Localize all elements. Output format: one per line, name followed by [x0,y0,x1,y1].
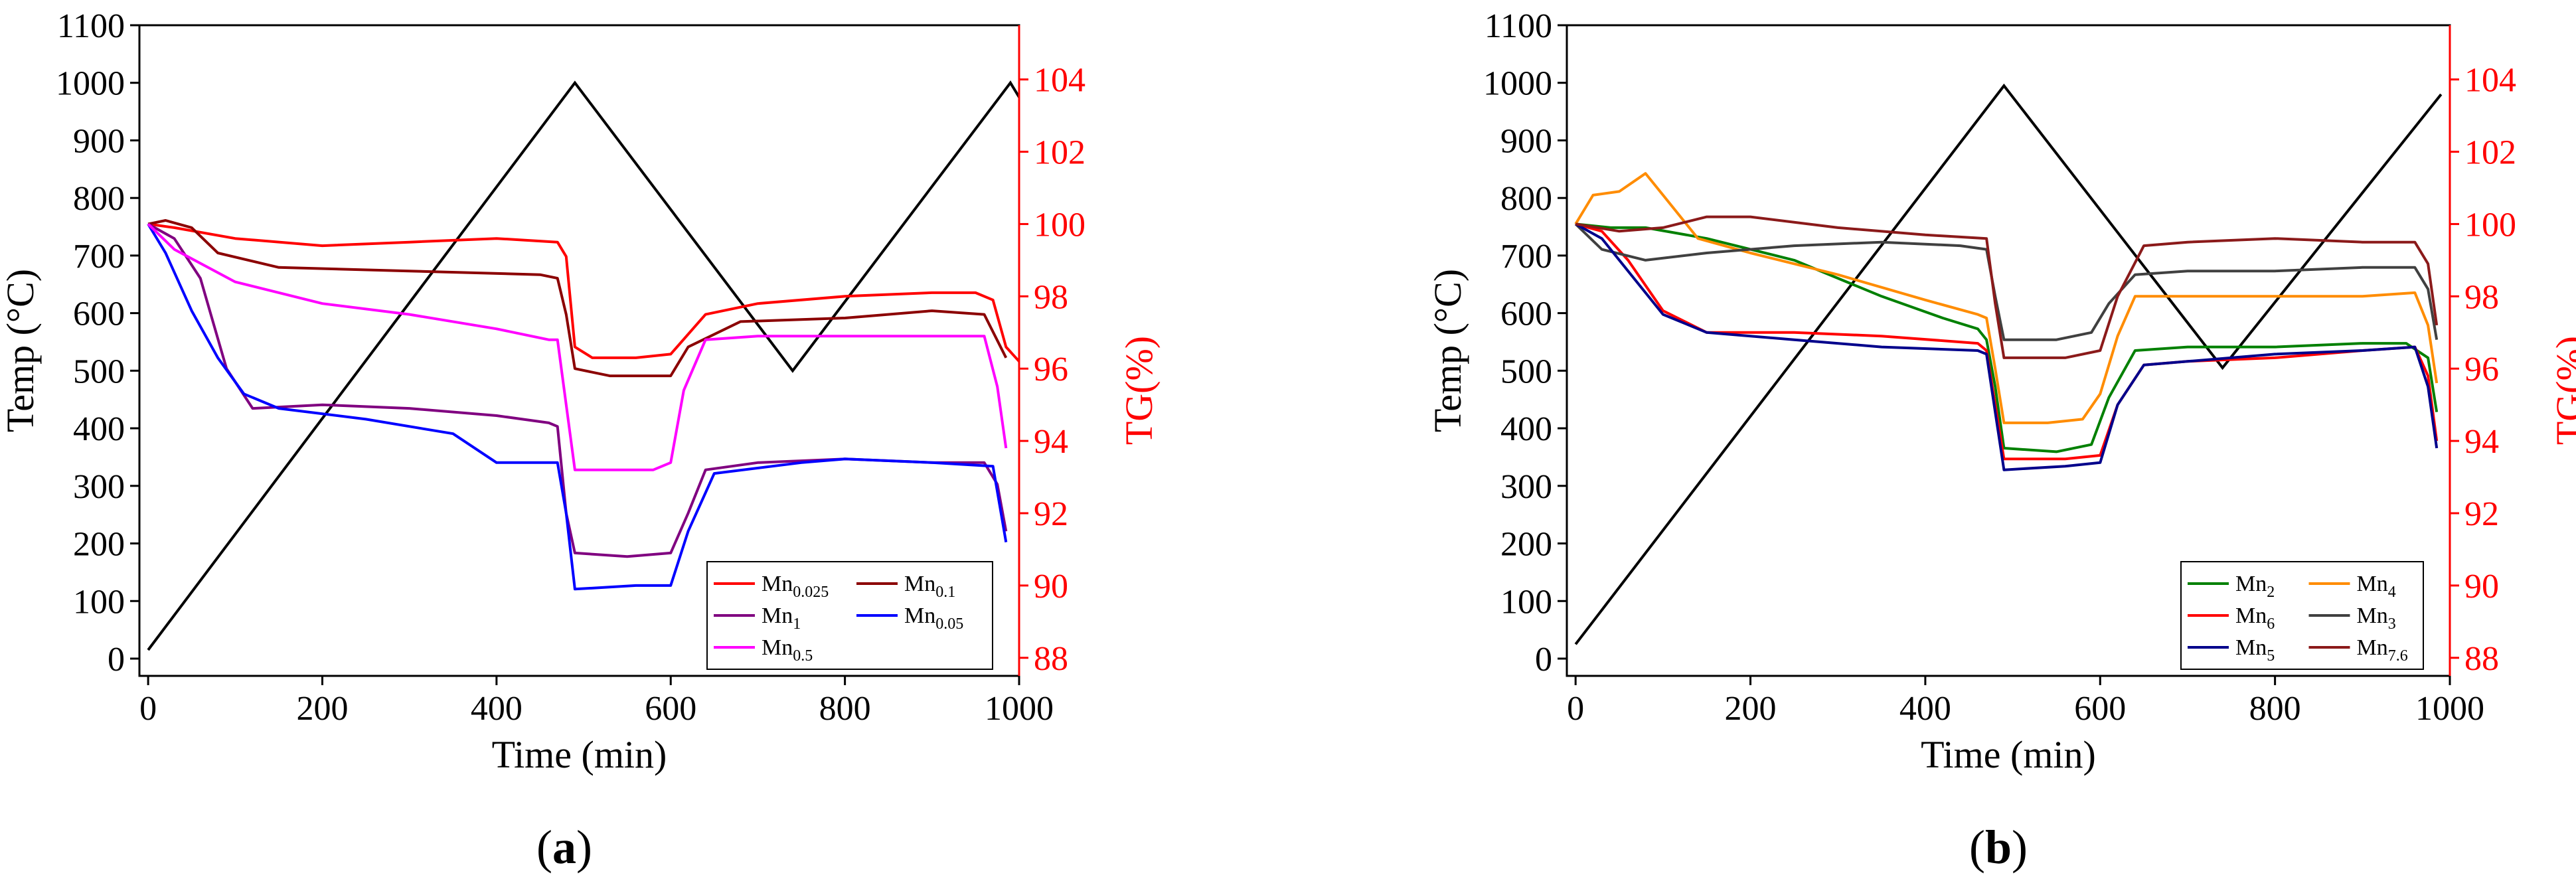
legend-label: Mn7.6 [2357,635,2408,665]
y-right-tick-label: 104 [1034,62,1086,100]
y-right-tick-label: 96 [1034,351,1068,388]
panel-a-letter: a [552,821,576,874]
series-line-mn4 [1574,172,2439,424]
x-tick-label: 600 [2074,690,2126,728]
y-left-tick-label: 600 [1500,295,1552,333]
y-left-tick-label: 700 [73,238,125,276]
y-left-tick-label: 200 [1500,526,1552,564]
series-line-mn0-05 [147,223,1008,591]
y-left-tick-label: 1000 [1483,65,1552,103]
y-right-tick-label: 104 [2464,62,2516,100]
y-right-tick-label: 94 [2464,423,2499,461]
x-tick-label: 200 [1725,690,1777,728]
series-line-mn0-1 [147,219,1008,378]
y-right-tick-label: 98 [1034,278,1068,316]
legend-label: Mn0.025 [762,572,829,601]
panel-b-letter: b [1985,821,2012,874]
y-left-tick-label: 600 [73,295,125,333]
x-tick-label: 800 [819,690,871,728]
x-tick-label: 1000 [2415,690,2484,728]
panel-b-label: (b) [1969,821,2028,874]
y-left-tick-label: 200 [73,526,125,564]
y-right-tick-label: 98 [2464,278,2499,316]
legend-label: Mn0.5 [762,635,813,665]
series-line-mn0-025 [147,222,1019,363]
panel-b-legend: Mn2 Mn4 Mn6 Mn3 Mn5 Mn7.6 [2180,561,2424,670]
y-right-tick-label: 100 [1034,206,1086,244]
y-right-tick-label: 88 [1034,640,1068,678]
panel-a-x-axis-title: Time (min) [492,733,667,776]
series-line-mn7-6 [1575,215,2439,359]
y-left-tick-label: 1100 [1485,7,1552,45]
temperature-line [1574,83,2443,645]
y-right-tick-label: 92 [2464,495,2499,533]
series-line-mn2 [1575,222,2439,453]
y-left-tick-label: 400 [73,410,125,448]
y-left-tick-label: 500 [73,353,125,390]
series-line-mn0-5 [147,222,1008,471]
legend-label: Mn1 [762,604,801,633]
legend-label: Mn4 [2357,572,2396,601]
y-right-tick-label: 88 [2464,640,2499,678]
x-tick-label: 400 [1899,690,1951,728]
series-line-mn3 [1574,222,2439,341]
panel-a-series-layer [147,80,1019,651]
legend-label: Mn0.05 [904,604,963,633]
y-left-tick-label: 800 [73,180,125,218]
x-tick-label: 800 [2249,690,2301,728]
legend-label: Mn2 [2235,572,2275,601]
y-left-tick-label: 400 [1500,410,1552,448]
x-tick-label: 200 [296,690,348,728]
x-tick-label: 1000 [985,690,1054,728]
legend-label: Mn3 [2357,604,2396,633]
y-right-tick-label: 94 [1034,423,1068,461]
panel-a-y-right-axis-title: TG(%) [1117,336,1161,445]
y-right-tick-label: 96 [2464,351,2499,388]
y-left-tick-label: 0 [108,641,125,679]
panel-b-y-left-axis-title: Temp (°C) [1426,269,1469,432]
x-tick-label: 0 [139,690,157,728]
y-left-tick-label: 500 [1500,353,1552,390]
x-tick-label: 600 [645,690,696,728]
panel-a-y-left-axis-title: Temp (°C) [0,269,42,432]
panel-a-legend: Mn0.025 Mn0.1 Mn1 Mn0.05 Mn0.5 [706,561,993,670]
panel-b: 0 200 400 600 800 1000 0 100 200 300 400 500 600 700 8… [1426,7,2576,874]
y-left-tick-label: 900 [1500,122,1552,160]
y-left-tick-label: 0 [1535,641,1552,679]
y-left-tick-label: 300 [1500,468,1552,506]
y-right-tick-label: 92 [1034,495,1068,533]
legend-label: Mn5 [2235,635,2275,665]
y-left-tick-label: 800 [1500,180,1552,218]
panel-b-x-axis-title: Time (min) [1921,733,2096,776]
x-tick-label: 400 [471,690,523,728]
y-left-tick-label: 100 [73,583,125,621]
series-line-mn5 [1575,222,2439,471]
y-right-tick-label: 90 [1034,568,1068,606]
y-right-tick-label: 102 [2464,134,2516,172]
y-left-tick-label: 1000 [56,65,125,103]
legend-label: Mn6 [2235,604,2275,633]
y-left-tick-label: 300 [73,468,125,506]
panel-b-series-layer [1574,83,2443,645]
y-left-tick-label: 1100 [57,7,125,45]
series-line-mn1 [147,222,1008,558]
panel-a-ticks-layer: 0 200 400 600 800 1000 0 100 200 300 400 500 600 700 8… [56,7,1086,728]
legend-label: Mn0.1 [904,572,955,601]
y-right-tick-label: 90 [2464,568,2499,606]
panel-a: 0 200 400 600 800 1000 0 100 200 300 400 500 600 700 8… [0,7,1161,874]
panel-b-ticks-layer: 0 200 400 600 800 1000 0 100 200 300 400 500 600 700 8… [1483,7,2516,728]
y-left-tick-label: 900 [73,122,125,160]
y-left-tick-label: 100 [1500,583,1552,621]
y-right-tick-label: 102 [1034,134,1086,172]
y-right-tick-label: 100 [2464,206,2516,244]
y-left-tick-label: 700 [1500,238,1552,276]
x-tick-label: 0 [1567,690,1584,728]
panel-a-label: (a) [536,821,592,874]
panel-b-y-right-axis-title: TG(%) [2548,336,2576,445]
